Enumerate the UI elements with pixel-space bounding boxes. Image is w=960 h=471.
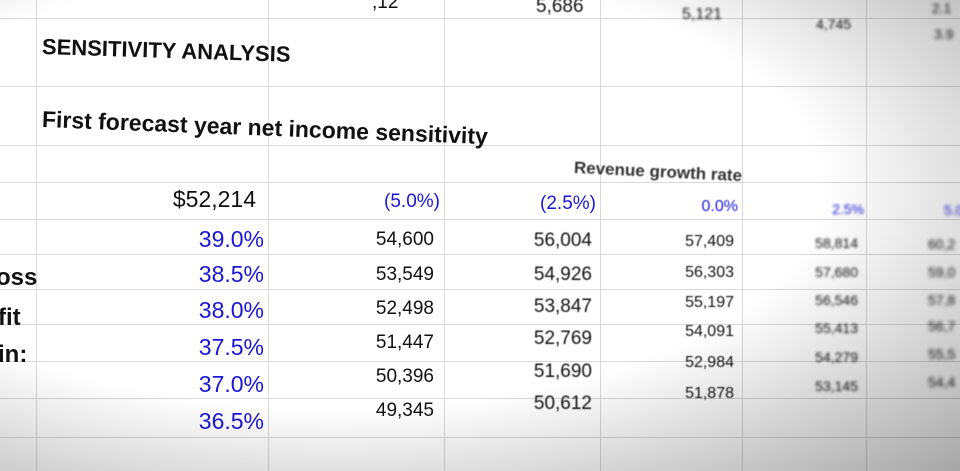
table-cell: 51,447 [375,332,434,353]
table-cell: 56,303 [685,264,734,281]
growth-rate: (2.5%) [540,193,596,214]
gridline [0,289,960,290]
gridline [0,437,960,438]
table-cell: 52,984 [685,354,734,371]
table-cell: 54,4 [928,374,956,390]
table-cell: 59,0 [928,264,956,280]
gross-margin-cell: 38.0% [198,297,264,323]
row-side-label: in: [0,341,28,368]
cell-top-1: 5,686 [536,0,584,17]
gridline [0,398,960,399]
table-subtitle: First forecast year net income sensitivi… [41,106,489,150]
table-cell: 56,546 [815,292,858,308]
gridline [600,0,601,471]
table-cell: 55,413 [815,320,858,336]
gridline [742,0,743,471]
table-cell: 55,197 [685,294,734,311]
growth-rate: 5.0 [944,202,960,218]
row-side-label: fit [0,304,21,331]
table-cell: 53,549 [375,264,434,285]
table-cell: 52,769 [533,328,592,349]
gridline [36,0,37,471]
gross-margin-cell: 37.5% [198,334,264,360]
gridline [0,254,960,255]
table-cell: 51,878 [685,385,734,402]
table-cell: 57,680 [815,264,858,280]
table-cell: 53,145 [815,378,858,394]
gridline [0,219,960,220]
corner-value: $52,214 [172,186,256,212]
cell-top-5: 3.9 [934,26,954,42]
gross-margin-cell: 39.0% [198,226,264,252]
table-cell: 54,600 [375,229,434,250]
table-cell: 56,7 [928,318,956,334]
gridline [0,18,960,19]
gridline [0,86,960,87]
table-cell: 50,612 [533,393,592,414]
gridline [866,0,867,471]
table-cell: 57,409 [685,233,734,250]
row-side-label: oss [0,264,38,291]
table-cell: 54,279 [815,349,858,365]
table-cell: 50,396 [375,366,434,387]
gross-margin-cell: 36.5% [198,408,264,434]
gridline [0,182,960,183]
table-cell: 58,814 [815,235,858,251]
gross-margin-cell: 37.0% [198,371,264,397]
cell-top-partial: ,12 [372,0,399,13]
table-cell: 56,004 [533,230,592,251]
gridline [0,145,960,146]
gridline [0,324,960,325]
cell-top-4: 2.1 [932,0,952,16]
table-cell: 49,345 [375,400,434,421]
gridline [444,0,445,471]
cell-top-2: 5,121 [682,6,723,23]
gridline [0,361,960,362]
gridline [268,0,269,471]
cell-top-3: 4,745 [816,16,852,32]
growth-rate: (5.0%) [384,191,440,212]
growth-rate: 2.5% [832,201,864,217]
table-cell: 51,690 [533,361,592,382]
table-cell: 54,091 [685,323,734,340]
table-cell: 60,2 [928,236,956,252]
table-cell: 55,5 [928,346,956,362]
table-cell: 54,926 [533,264,592,285]
gross-margin-cell: 38.5% [198,261,264,287]
growth-rate: 0.0% [701,198,738,215]
table-cell: 57,8 [928,292,956,308]
table-cell: 52,498 [375,298,434,319]
section-title: SENSITIVITY ANALYSIS [41,34,291,67]
table-cell: 53,847 [533,296,592,317]
